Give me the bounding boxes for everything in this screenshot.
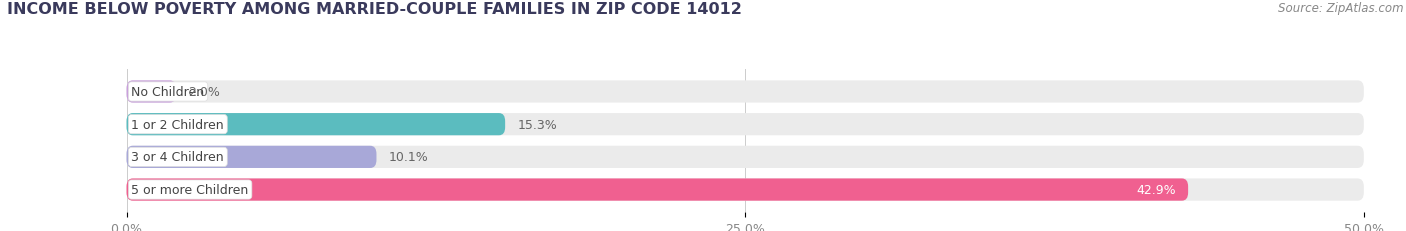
Text: No Children: No Children — [132, 86, 205, 99]
Text: 15.3%: 15.3% — [517, 118, 557, 131]
Text: 3 or 4 Children: 3 or 4 Children — [132, 151, 224, 164]
Text: 10.1%: 10.1% — [389, 151, 429, 164]
Text: INCOME BELOW POVERTY AMONG MARRIED-COUPLE FAMILIES IN ZIP CODE 14012: INCOME BELOW POVERTY AMONG MARRIED-COUPL… — [7, 2, 742, 17]
FancyBboxPatch shape — [127, 81, 1364, 103]
FancyBboxPatch shape — [127, 146, 377, 168]
FancyBboxPatch shape — [127, 179, 1364, 201]
Text: 42.9%: 42.9% — [1136, 183, 1175, 196]
Text: 1 or 2 Children: 1 or 2 Children — [132, 118, 224, 131]
FancyBboxPatch shape — [127, 81, 176, 103]
FancyBboxPatch shape — [127, 146, 1364, 168]
Text: 2.0%: 2.0% — [188, 86, 221, 99]
FancyBboxPatch shape — [127, 114, 1364, 136]
Text: 5 or more Children: 5 or more Children — [132, 183, 249, 196]
FancyBboxPatch shape — [127, 114, 505, 136]
FancyBboxPatch shape — [127, 179, 1188, 201]
Text: Source: ZipAtlas.com: Source: ZipAtlas.com — [1278, 2, 1403, 15]
